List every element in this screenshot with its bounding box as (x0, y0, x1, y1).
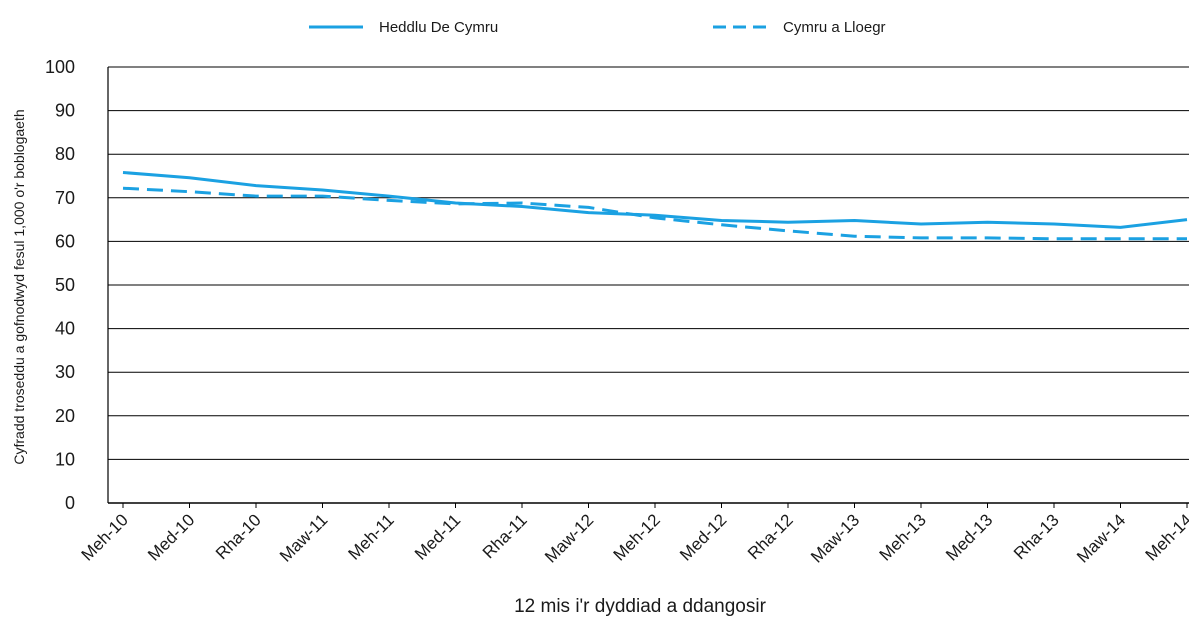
x-tick-label: Maw-14 (1073, 510, 1129, 566)
x-tick-label: Med-10 (144, 510, 198, 564)
y-tick-label: 40 (55, 319, 75, 339)
y-tick-label: 50 (55, 275, 75, 295)
y-tick-label: 30 (55, 362, 75, 382)
y-tick-label: 80 (55, 144, 75, 164)
x-axis-ticks: Meh-10 Med-10 Rha-10 Maw-11 Meh-11 Med-11 Rha-… (78, 503, 1189, 567)
series-lines (122, 171, 1188, 241)
y-tick-label: 70 (55, 188, 75, 208)
x-tick-label: Med-13 (942, 510, 996, 564)
legend: Heddlu De Cymru Cymru a Lloegr (309, 19, 886, 36)
x-tick-label: Meh-14 (1142, 510, 1189, 564)
series-line-heddlu-de-cymru (122, 171, 1188, 229)
x-axis-title: 12 mis i'r dyddiad a ddangosir (514, 596, 766, 617)
y-tick-label: 20 (55, 406, 75, 426)
legend-label-cymru-a-lloegr: Cymru a Lloegr (783, 19, 886, 36)
y-axis-ticks: 0 10 20 30 40 50 60 70 80 90 100 (45, 57, 75, 513)
x-tick-label: Rha-13 (1010, 510, 1063, 563)
x-tick-label: Maw-11 (276, 510, 331, 565)
x-tick-label: Rha-11 (479, 510, 531, 562)
x-tick-label: Meh-11 (345, 510, 398, 563)
x-tick-label: Rha-12 (744, 510, 797, 563)
gridlines (107, 66, 1189, 504)
x-tick-label: Med-11 (411, 510, 464, 563)
series-line-cymru-a-lloegr (122, 186, 1187, 241)
y-tick-label: 90 (55, 101, 75, 121)
x-tick-label: Med-12 (676, 510, 730, 564)
x-tick-label: Meh-10 (78, 510, 132, 564)
y-tick-label: 0 (65, 493, 75, 513)
y-tick-label: 10 (55, 449, 75, 469)
x-tick-label: Rha-10 (212, 510, 265, 563)
x-tick-label: Maw-13 (807, 510, 863, 566)
legend-label-heddlu-de-cymru: Heddlu De Cymru (379, 19, 498, 36)
y-axis-title: Cyfradd troseddu a gofnodwyd fesul 1,000… (11, 109, 27, 464)
x-tick-label: Meh-12 (610, 510, 664, 564)
x-tick-label: Meh-13 (876, 510, 930, 564)
x-tick-label: Maw-12 (541, 510, 597, 566)
y-tick-label: 100 (45, 57, 75, 77)
y-tick-label: 60 (55, 231, 75, 251)
